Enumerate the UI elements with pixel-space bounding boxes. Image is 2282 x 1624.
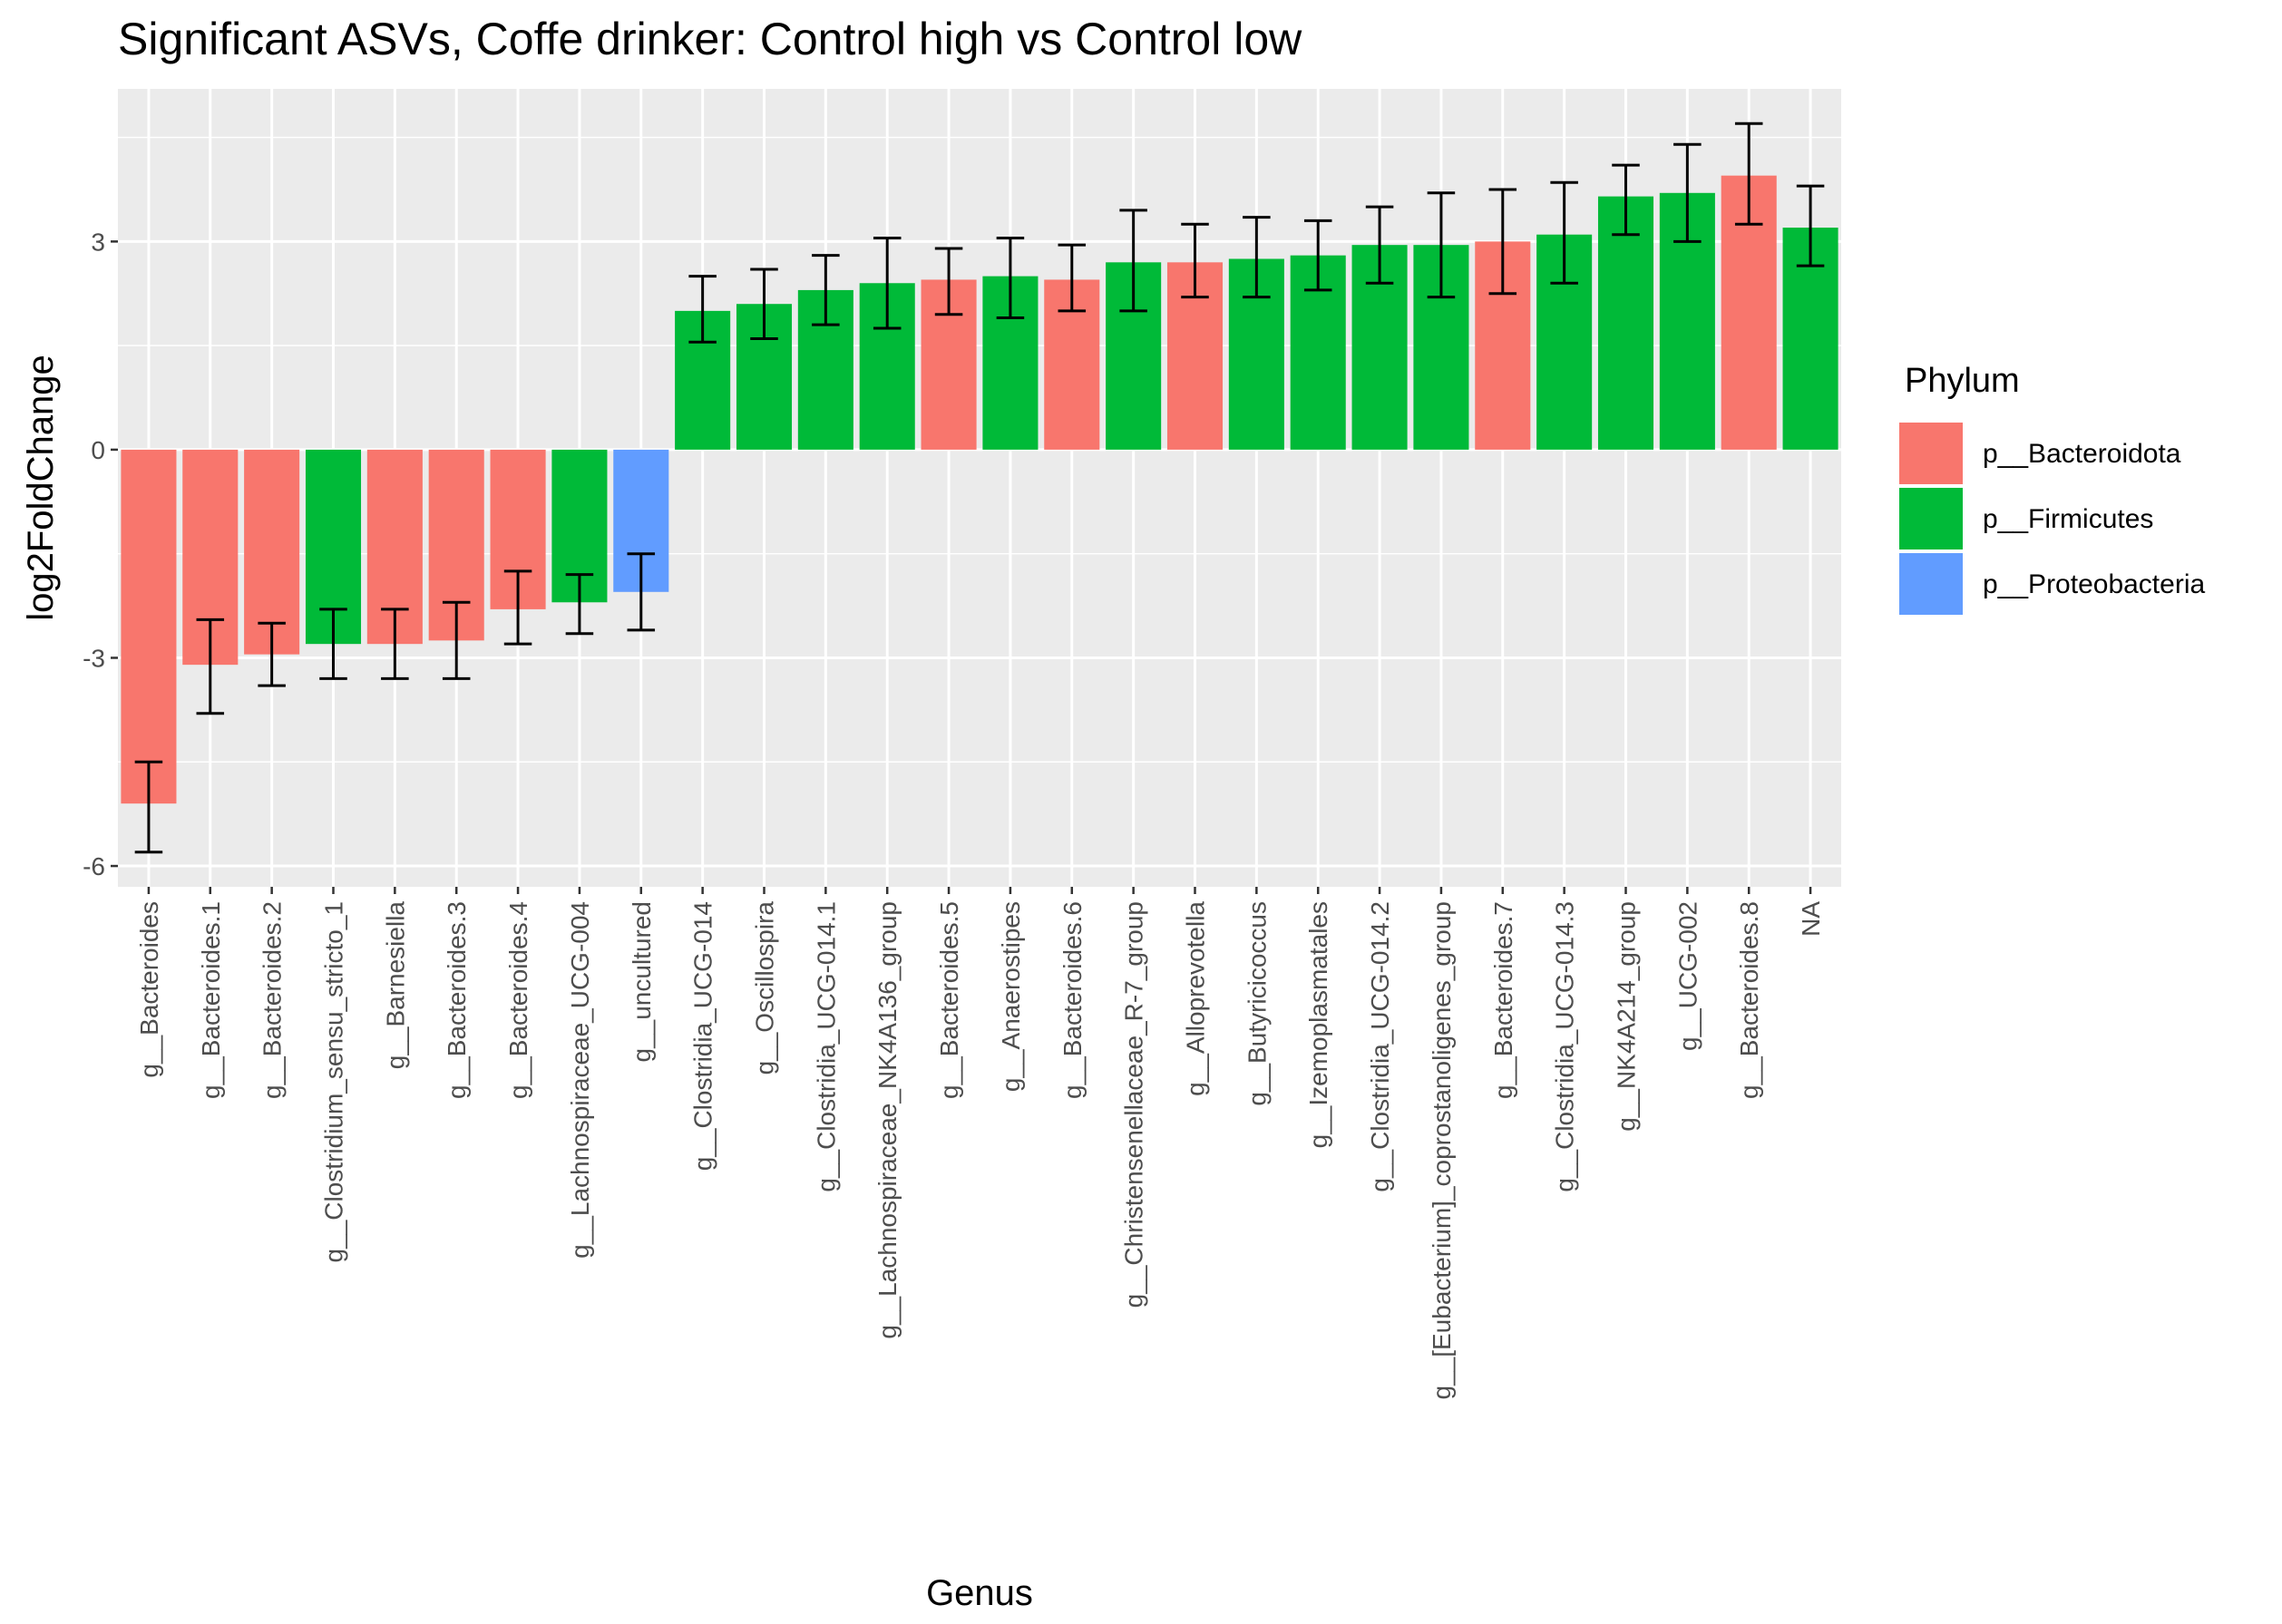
x-tick-label: g__Bacteroides.2 <box>258 901 287 1099</box>
y-tick-label: 3 <box>91 228 105 256</box>
x-tick-label: g__Bacteroides.3 <box>443 901 471 1099</box>
error-bar <box>381 608 409 680</box>
y-axis-title: log2FoldChange <box>21 355 61 621</box>
x-tick-label: g__UCG-002 <box>1673 901 1702 1051</box>
error-bar <box>996 237 1025 320</box>
error-bar <box>442 600 471 680</box>
bar <box>1597 196 1654 450</box>
x-tick-label: g__Bacteroides.1 <box>197 901 225 1099</box>
x-tick-label: g__uncultured <box>628 901 656 1062</box>
x-tick-label: g__Lachnospiraceae_NK4A136_group <box>873 901 902 1339</box>
x-axis: g__Bacteroides g__Bacteroides.1 g__Bactero… <box>135 887 1825 1400</box>
legend-title: Phylum <box>1905 362 2020 400</box>
x-tick-label: g__Christensenellaceae_R-7_group <box>1120 901 1148 1308</box>
x-tick-label: g__Izemoplasmatales <box>1304 901 1332 1148</box>
error-bar <box>1303 219 1332 292</box>
x-tick-label: g__Butyricicoccus <box>1243 901 1271 1106</box>
x-tick-label: g__Clostridia_UCG-014.1 <box>812 901 840 1192</box>
error-bar <box>873 237 902 330</box>
error-bar <box>1058 243 1087 313</box>
x-tick-label: NA <box>1797 901 1825 937</box>
legend-key <box>1899 423 1963 484</box>
legend-label: p__Proteobacteria <box>1983 569 2205 599</box>
x-tick-label: g__Bacteroides.8 <box>1735 901 1763 1099</box>
x-tick-label: g__Bacteroides.4 <box>504 901 532 1099</box>
x-tick-label: g__Barnesiella <box>381 901 409 1070</box>
y-tick-label: -6 <box>83 852 105 880</box>
x-tick-label: g__Bacteroides <box>135 901 163 1078</box>
x-tick-label: g__Clostridia_UCG-014.3 <box>1551 901 1579 1192</box>
error-bar <box>319 608 347 680</box>
error-bar <box>1119 209 1147 313</box>
x-tick-label: g__Bacteroides.7 <box>1489 901 1517 1099</box>
chart-title: Significant ASVs, Coffe drinker: Control… <box>118 14 1302 64</box>
error-bar <box>565 573 594 636</box>
bar <box>244 449 300 655</box>
x-tick-label: g__Alloprevotella <box>1182 901 1210 1096</box>
x-tick-label: g__Clostridia_UCG-014.2 <box>1366 901 1394 1192</box>
y-axis: -6 -3 0 3 <box>83 228 118 880</box>
x-tick-label: g__Oscillospira <box>751 901 779 1075</box>
error-bar <box>1243 216 1271 299</box>
error-bar <box>750 267 778 340</box>
error-bar <box>1673 142 1702 243</box>
legend-key <box>1899 488 1963 549</box>
legend-label: p__Bacteroidota <box>1983 439 2181 469</box>
error-bar <box>1612 163 1640 237</box>
y-tick-label: -3 <box>83 644 105 672</box>
legend: Phylum p__Bacteroidota p__Firmicutes p__Pr… <box>1899 362 2205 615</box>
y-tick-label: 0 <box>91 436 105 464</box>
error-bar <box>1181 222 1209 299</box>
x-tick-label: g__Anaerostipes <box>997 901 1025 1092</box>
error-bar <box>627 552 656 632</box>
error-bar <box>258 621 286 687</box>
error-bar <box>1488 188 1517 296</box>
x-tick-label: g__Bacteroides.6 <box>1058 901 1087 1099</box>
x-tick-label: g__[Eubacterium]_coprostanoligenes_group <box>1428 901 1456 1400</box>
error-bar <box>196 618 225 715</box>
legend-label: p__Firmicutes <box>1983 504 2153 534</box>
error-bar <box>1365 205 1394 285</box>
x-tick-label: g__NK4A214_group <box>1613 901 1641 1132</box>
error-bars <box>134 122 1825 854</box>
x-tick-label: g__Lachnospiraceae_UCG-004 <box>566 901 594 1259</box>
legend-key <box>1899 553 1963 615</box>
x-tick-label: g__Clostridium_sensu_stricto_1 <box>320 901 348 1262</box>
error-bar <box>1427 191 1456 299</box>
bar <box>121 449 177 804</box>
x-tick-label: g__Bacteroides.5 <box>935 901 963 1099</box>
error-bar <box>812 254 840 326</box>
error-bar <box>1550 180 1578 285</box>
error-bar <box>688 275 717 344</box>
error-bar <box>934 247 963 316</box>
x-axis-title: Genus <box>926 1573 1033 1613</box>
error-bar <box>134 760 163 854</box>
x-tick-label: g__Clostridia_UCG-014 <box>689 901 717 1171</box>
error-bar <box>1796 184 1825 267</box>
error-bar <box>1734 122 1763 226</box>
error-bar <box>503 569 532 646</box>
